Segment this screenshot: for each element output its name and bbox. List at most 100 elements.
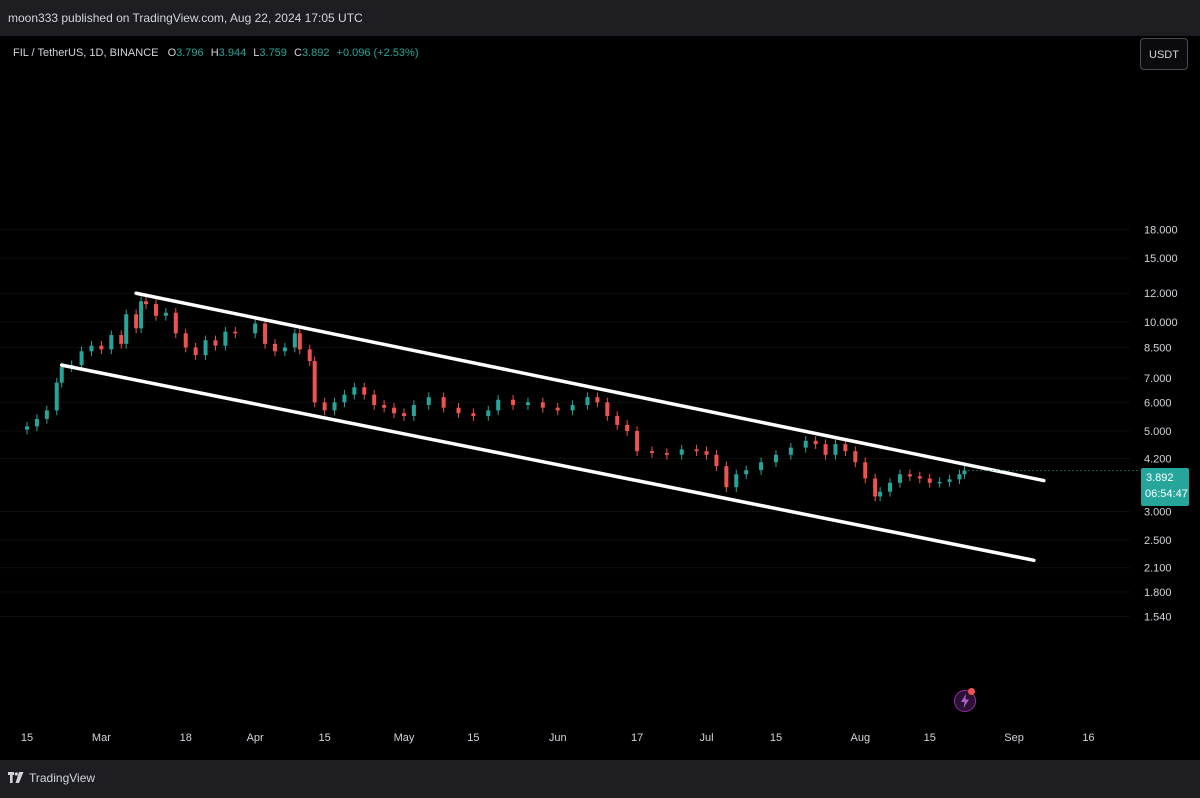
candle-body [773,454,778,463]
candle-body [163,312,168,316]
candle-body [34,418,39,427]
candle-body [724,466,729,488]
candle-body [744,470,749,475]
candle-body [372,394,377,405]
chart-area[interactable] [0,36,1200,760]
candle-body [873,478,878,497]
candle-body [382,404,387,408]
candle-body [555,407,560,411]
candle-body [89,345,94,352]
candle-body [471,413,476,417]
candle-body [863,462,868,479]
close-label: C [293,47,302,59]
candle-body [927,478,932,483]
candle-body [649,451,654,453]
y-tick-label: 10.000 [1144,317,1178,329]
candle-body [332,402,337,411]
candle-body [843,444,848,452]
candle-body [585,397,590,405]
candle-body [312,361,317,403]
low-label: L [253,47,260,59]
x-tick-label: 15 [21,732,33,744]
candle-body [362,387,367,395]
candle-body [625,424,630,432]
currency-button[interactable]: USDT [1140,38,1188,70]
candle-body [342,394,347,403]
y-tick-label: 6.000 [1144,397,1172,409]
candle-body [878,491,883,497]
y-tick-label: 15.000 [1144,253,1178,265]
candle-body [273,343,277,352]
y-tick-label: 2.100 [1144,563,1172,575]
candle-body [803,440,808,448]
candle-body [213,340,218,346]
x-tick-label: May [394,732,415,744]
y-tick-label: 12.000 [1144,288,1178,300]
x-tick-label: Jul [699,732,713,744]
candle-body [352,387,357,395]
x-tick-label: Jun [549,732,567,744]
x-tick-label: 15 [318,732,330,744]
candle-body [734,474,739,488]
candle-body [193,347,198,356]
candle-body [411,404,416,417]
candle-body [139,301,144,329]
y-tick-label: 8.500 [1144,343,1172,355]
axis-layer: 18.000 15.000 12.000 10.000 8.500 7.000 6.000 5… [21,224,1178,744]
candle-body [496,399,501,411]
candle-body [511,399,516,405]
candle-body [322,402,327,411]
symbol-name: FIL / TetherUS, 1D, BINANCE [13,47,159,59]
trendlines-layer [59,291,1140,563]
candle-body [441,397,446,408]
candle-body [823,444,828,455]
notification-dot [968,688,975,695]
publish-info: moon333 published on TradingView.com, Au… [8,11,363,25]
candle-body [679,449,684,455]
trendline-lower [59,363,1036,563]
candle-body [109,335,114,350]
candle-body [888,482,893,492]
candle-body [595,397,600,403]
candle-body [203,340,208,356]
trendline-upper [134,291,1046,483]
x-tick-label: Sep [1004,732,1024,744]
candle-body [263,323,268,344]
candle-body [605,402,610,417]
high-value: 3.944 [218,47,247,59]
y-tick-label: 4.200 [1144,454,1172,466]
candle-body [134,314,139,329]
x-tick-label: 17 [631,732,643,744]
candle-body [525,402,530,405]
price-label: 3.892 06:54:47 [1141,468,1189,506]
high-label: H [210,47,219,59]
candle-body [79,351,84,366]
candle-body [853,451,858,463]
low-value: 3.759 [259,47,287,59]
symbol-info: FIL / TetherUS, 1D, BINANCE O3.796 H3.94… [13,47,418,59]
x-tick-label: Mar [92,732,111,744]
candle-body [704,451,709,455]
candle-body [962,470,967,475]
candle-body [173,312,178,334]
candle-body [426,397,431,405]
x-tick-label: 15 [770,732,782,744]
candle-body [917,476,922,479]
tradingview-logo[interactable]: TradingView [8,771,95,785]
x-tick-label: Apr [247,732,264,744]
candle-body [44,410,49,419]
candle-body [759,462,764,471]
candle-body [307,349,312,362]
candle-body [282,347,287,352]
footer-brand: TradingView [29,771,96,785]
lightning-icon[interactable] [954,688,976,712]
candle-body [937,481,942,484]
grid-layer [0,228,1130,617]
candle-body [124,314,129,344]
candle-body [392,407,397,414]
y-tick-label: 1.540 [1144,611,1172,623]
candle-body [486,410,491,417]
candle-body [907,474,912,477]
candle-body [957,474,962,480]
